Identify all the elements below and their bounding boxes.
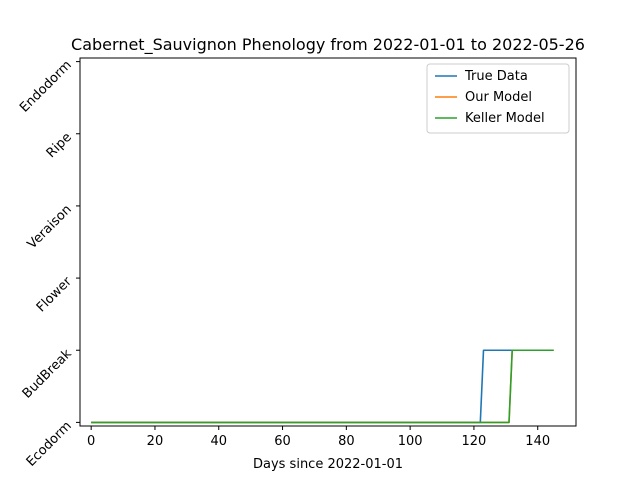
- x-tick-label: 20: [147, 434, 164, 449]
- y-tick-label: Endodorm: [17, 58, 75, 116]
- x-tick-label: 40: [210, 434, 227, 449]
- legend: True Data Our Model Keller Model: [426, 63, 570, 134]
- y-tick-label: Flower: [34, 274, 75, 315]
- chart-title: Cabernet_Sauvignon Phenology from 2022-0…: [71, 35, 585, 55]
- y-tick-label: Ecodorm: [24, 419, 75, 470]
- series-layer: [91, 349, 554, 424]
- legend-label: True Data: [464, 69, 528, 84]
- x-tick-label: 80: [338, 434, 355, 449]
- series-line-keller-model: [91, 349, 554, 424]
- series-line-true-data: [91, 349, 554, 424]
- x-axis: 0 20 40 60 80 100 120 140: [87, 426, 550, 449]
- series-line-our-model: [91, 349, 554, 424]
- x-tick-label: 140: [525, 434, 550, 449]
- plot-area: [79, 57, 577, 427]
- x-tick-label: 120: [462, 434, 487, 449]
- y-axis: Ecodorm BudBreak Flower Veraison Ripe Endodor…: [17, 58, 80, 470]
- x-tick-label: 60: [274, 434, 291, 449]
- x-tick-label: 100: [398, 434, 423, 449]
- y-tick-label: Veraison: [25, 202, 75, 252]
- legend-label: Our Model: [465, 90, 532, 105]
- x-axis-label: Days since 2022-01-01: [253, 457, 403, 472]
- legend-box: [426, 63, 570, 134]
- y-tick-label: BudBreak: [20, 346, 75, 401]
- y-tick-label: Ripe: [44, 130, 75, 161]
- legend-label: Keller Model: [465, 111, 545, 126]
- x-tick-label: 0: [87, 434, 95, 449]
